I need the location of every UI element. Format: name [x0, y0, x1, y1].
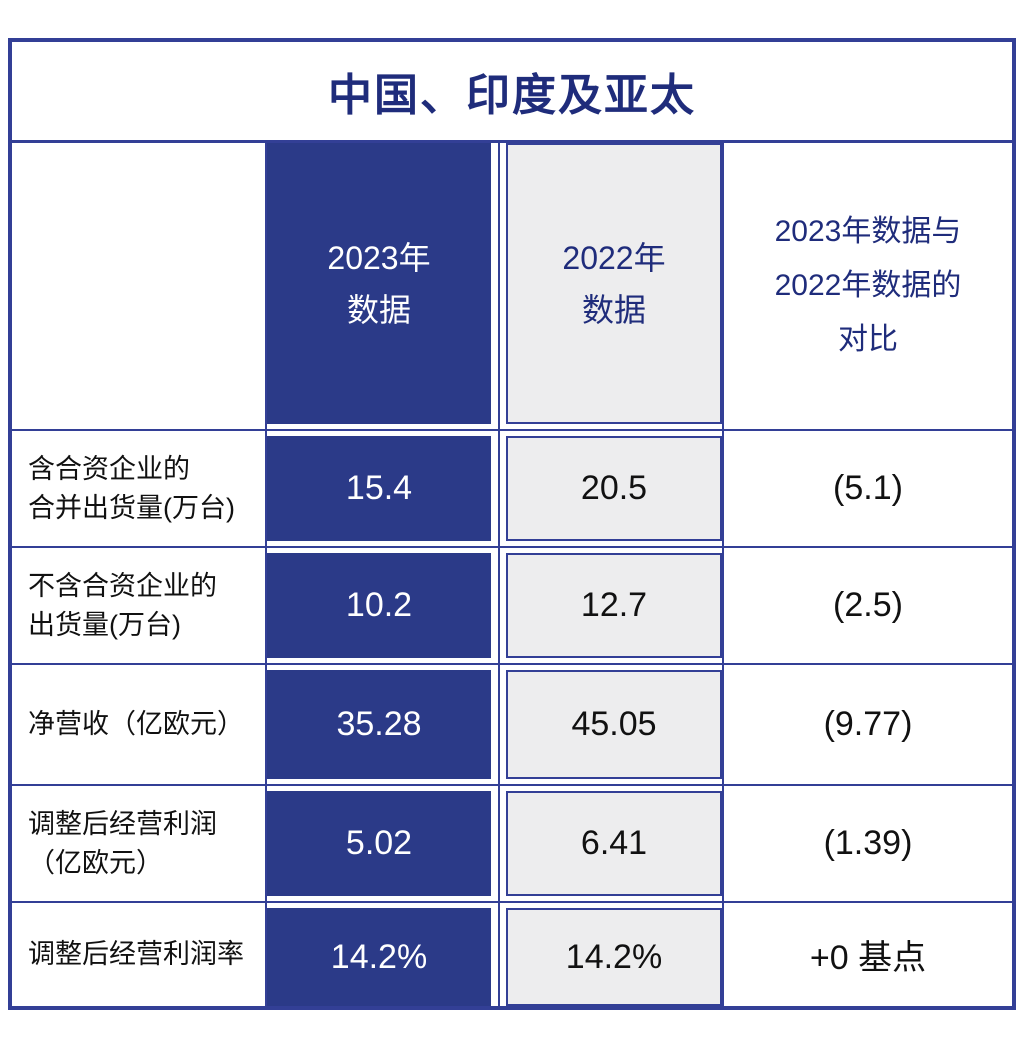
row-label: 调整后经营利润 （亿欧元）: [28, 808, 217, 878]
header-2023-cell: 2023年 数据: [267, 143, 500, 431]
row-label-cell: 不含合资企业的 出货量(万台): [12, 548, 267, 665]
row-label: 不含合资企业的 出货量(万台): [28, 570, 217, 640]
value-compare-cell: +0 基点: [724, 903, 1012, 1006]
page-title: 中国、印度及亚太: [328, 71, 696, 120]
value-2022: 14.2%: [565, 937, 663, 976]
value-2022-fill: 45.05: [506, 670, 722, 779]
row-label: 调整后经营利润率: [28, 939, 244, 969]
value-compare-cell: (1.39): [724, 786, 1012, 903]
column-header-2023: 2023年 数据: [327, 239, 431, 328]
value-2022: 6.41: [580, 824, 648, 862]
value-2023: 5.02: [345, 824, 413, 862]
value-2023: 14.2%: [330, 937, 428, 976]
row-label: 净营收（亿欧元）: [28, 709, 244, 739]
column-header-compare: 2023年数据与 2022年数据的 对比: [774, 215, 962, 356]
value-2023-fill: 5.02: [267, 791, 491, 896]
value-2022: 45.05: [571, 705, 657, 743]
row-label-cell: 净营收（亿欧元）: [12, 665, 267, 786]
value-compare: (2.5): [833, 586, 903, 624]
value-2022: 20.5: [580, 469, 648, 507]
value-2023: 10.2: [345, 586, 413, 624]
value-2022-fill: 6.41: [506, 791, 722, 896]
row-label: 含合资企业的 合并出货量(万台): [28, 453, 235, 523]
row-label-cell: 调整后经营利润率: [12, 903, 267, 1006]
region-financial-table: 中国、印度及亚太 2023年 数据 2022年 数据 2023年数据与 2022…: [8, 38, 1016, 1010]
value-2023-cell: 15.4: [267, 431, 500, 548]
value-2023-fill: 15.4: [267, 436, 491, 541]
table-title-cell: 中国、印度及亚太: [12, 42, 1012, 143]
value-compare: +0 基点: [809, 939, 927, 977]
value-compare: (9.77): [823, 705, 913, 743]
value-2022-cell: 20.5: [500, 431, 724, 548]
value-compare-cell: (2.5): [724, 548, 1012, 665]
value-2022-fill: 14.2%: [506, 908, 722, 1006]
header-2022-fill: 2022年 数据: [506, 143, 722, 424]
value-2022: 12.7: [580, 586, 648, 624]
value-2023-cell: 35.28: [267, 665, 500, 786]
value-2023: 15.4: [345, 469, 413, 507]
value-2023-fill: 14.2%: [267, 908, 491, 1006]
column-header-2022: 2022年 数据: [562, 239, 666, 328]
value-2022-cell: 14.2%: [500, 903, 724, 1006]
value-2023: 35.28: [336, 705, 422, 743]
header-2023-fill: 2023年 数据: [267, 143, 491, 424]
value-2022-fill: 20.5: [506, 436, 722, 541]
header-corner-cell: [12, 143, 267, 431]
value-2023-fill: 35.28: [267, 670, 491, 779]
value-2022-fill: 12.7: [506, 553, 722, 658]
header-compare-cell: 2023年数据与 2022年数据的 对比: [724, 143, 1012, 431]
header-2022-cell: 2022年 数据: [500, 143, 724, 431]
value-2023-cell: 14.2%: [267, 903, 500, 1006]
row-label-cell: 调整后经营利润 （亿欧元）: [12, 786, 267, 903]
row-label-cell: 含合资企业的 合并出货量(万台): [12, 431, 267, 548]
value-2022-cell: 45.05: [500, 665, 724, 786]
value-2023-cell: 10.2: [267, 548, 500, 665]
value-2022-cell: 6.41: [500, 786, 724, 903]
value-compare: (1.39): [823, 824, 913, 862]
value-2022-cell: 12.7: [500, 548, 724, 665]
value-compare: (5.1): [833, 469, 903, 507]
value-compare-cell: (5.1): [724, 431, 1012, 548]
value-2023-fill: 10.2: [267, 553, 491, 658]
value-compare-cell: (9.77): [724, 665, 1012, 786]
value-2023-cell: 5.02: [267, 786, 500, 903]
